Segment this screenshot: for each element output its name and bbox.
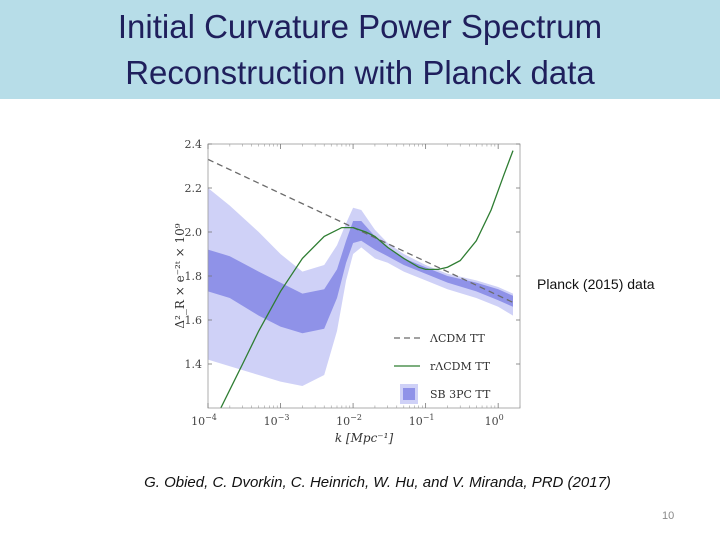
legend-swatch-band <box>403 388 415 400</box>
y-tick-label: 1.8 <box>185 270 203 283</box>
y-axis-label: Δ²_R × e⁻²ᵗ × 10⁹ <box>173 223 187 328</box>
title-banner: Initial Curvature Power Spectrum Reconst… <box>0 0 720 99</box>
page-number: 10 <box>662 510 675 522</box>
x-tick-label: 10−2 <box>336 413 362 428</box>
x-tick-label: 10−1 <box>409 413 435 428</box>
chart-svg: 1.4 1.6 1.8 2.0 2.2 2.4 10−4 10−3 10−2 10−1 100 k [… <box>173 138 521 445</box>
y-tick-label: 2.2 <box>185 182 203 195</box>
power-spectrum-chart: 1.4 1.6 1.8 2.0 2.2 2.4 10−4 10−3 10−2 10−1 100 k [… <box>170 128 530 446</box>
slide-title-line-2: Reconstruction with Planck data <box>125 54 595 91</box>
band-inner <box>208 221 513 334</box>
y-tick-label: 1.4 <box>185 358 203 371</box>
series-line-rlcdm <box>220 150 514 408</box>
y-tick-label: 2.4 <box>185 138 203 151</box>
x-tick-label: 10−3 <box>264 413 290 428</box>
y-tick-label: 2.0 <box>185 226 203 239</box>
series-line-lcdm <box>208 158 514 303</box>
legend-label: SB 3PC TT <box>430 388 491 401</box>
planck-data-note: Planck (2015) data <box>537 276 655 292</box>
x-tick-label: 10−4 <box>191 413 217 428</box>
slide-title-line-1: Initial Curvature Power Spectrum <box>117 8 603 45</box>
band-outer <box>208 188 513 386</box>
legend-label: rΛCDM TT <box>430 360 491 373</box>
y-tick-label: 1.6 <box>185 314 203 327</box>
x-axis-label: k [Mpc⁻¹] <box>335 431 394 445</box>
citation: G. Obied, C. Dvorkin, C. Heinrich, W. Hu… <box>144 474 611 491</box>
x-tick-label: 100 <box>485 413 504 428</box>
legend-label: ΛCDM TT <box>429 332 485 345</box>
